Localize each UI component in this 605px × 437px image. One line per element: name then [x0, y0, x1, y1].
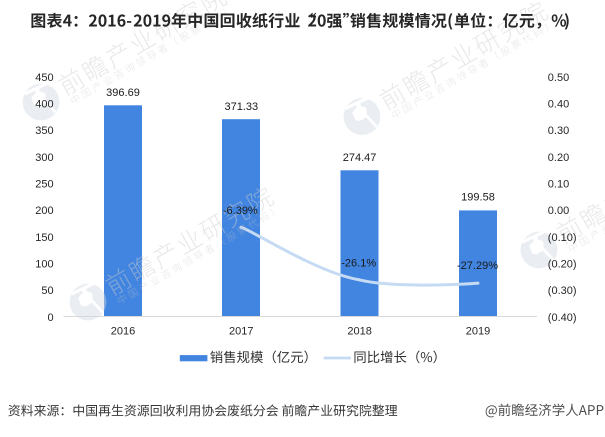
svg-text:100: 100	[35, 259, 53, 271]
svg-text:0: 0	[47, 312, 53, 324]
svg-text:199.58: 199.58	[461, 192, 495, 204]
svg-text:274.47: 274.47	[343, 152, 377, 164]
svg-text:-27.29%: -27.29%	[457, 260, 498, 272]
svg-text:371.33: 371.33	[224, 101, 258, 113]
svg-text:2017: 2017	[229, 326, 253, 338]
svg-text:0.00: 0.00	[548, 205, 569, 217]
svg-text:(0.30): (0.30)	[548, 285, 577, 297]
svg-text:(0.40): (0.40)	[548, 312, 577, 324]
svg-text:0.50: 0.50	[548, 72, 569, 84]
svg-text:50: 50	[41, 285, 53, 297]
svg-text:396.69: 396.69	[106, 87, 140, 99]
svg-text:300: 300	[35, 152, 53, 164]
svg-text:2019: 2019	[466, 326, 490, 338]
svg-text:0.40: 0.40	[548, 99, 569, 111]
svg-text:2018: 2018	[347, 326, 371, 338]
svg-text:0.30: 0.30	[548, 125, 569, 137]
svg-text:150: 150	[35, 232, 53, 244]
svg-text:-6.39%: -6.39%	[223, 205, 258, 217]
svg-text:(0.10): (0.10)	[548, 232, 577, 244]
svg-text:2016: 2016	[111, 326, 135, 338]
svg-text:0.10: 0.10	[548, 179, 569, 191]
svg-text:-26.1%: -26.1%	[341, 258, 376, 270]
svg-text:450: 450	[35, 72, 53, 84]
svg-text:(0.20): (0.20)	[548, 259, 577, 271]
svg-text:250: 250	[35, 179, 53, 191]
svg-text:350: 350	[35, 125, 53, 137]
svg-text:400: 400	[35, 99, 53, 111]
svg-text:0.20: 0.20	[548, 152, 569, 164]
svg-text:200: 200	[35, 205, 53, 217]
